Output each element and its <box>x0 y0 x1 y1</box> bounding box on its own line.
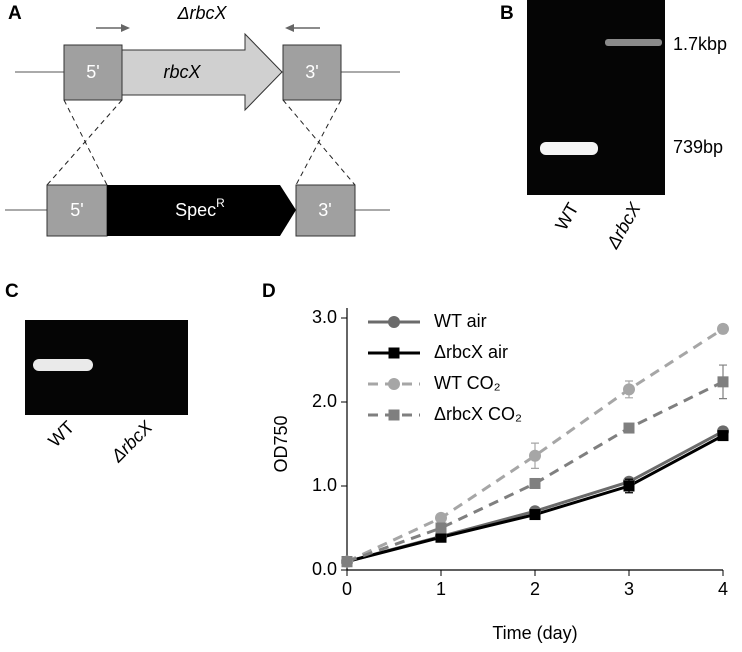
data-point <box>529 449 541 462</box>
legend-marker <box>388 378 400 390</box>
gel-band <box>33 359 93 371</box>
x-tick-label: 1 <box>436 579 446 599</box>
lane-label: WT <box>551 199 582 233</box>
band-size: 739bp <box>673 137 723 157</box>
data-point <box>529 509 541 521</box>
data-point <box>435 511 447 524</box>
data-point <box>623 422 635 434</box>
flank-label: 5' <box>86 62 99 82</box>
panel-letter: A <box>8 3 22 24</box>
data-point <box>623 383 635 396</box>
construct-title: ΔrbcX <box>176 3 227 23</box>
panel-letter: B <box>500 3 514 24</box>
y-tick-label: 3.0 <box>312 307 337 327</box>
lane-label: ΔrbcX <box>602 199 645 253</box>
legend-label: WT air <box>434 311 487 331</box>
data-point <box>717 322 729 335</box>
panel-letter: D <box>262 281 276 302</box>
data-point <box>529 477 541 489</box>
y-tick-label: 1.0 <box>312 475 337 495</box>
y-tick-label: 2.0 <box>312 391 337 411</box>
marker-label: SpecR <box>175 196 225 220</box>
series-line <box>346 327 724 563</box>
x-tick-label: 4 <box>718 579 728 599</box>
flank-label: 5' <box>70 200 83 220</box>
data-point <box>435 522 447 534</box>
flank-box <box>63 44 123 101</box>
marker-arrow <box>107 185 296 236</box>
gel-band <box>540 142 598 155</box>
band-size: 1.7kbp <box>673 34 727 54</box>
data-point <box>717 376 729 388</box>
panel-letter: C <box>5 281 19 302</box>
flank-label: 3' <box>318 200 331 220</box>
legend-marker <box>388 347 400 359</box>
lane-label: ΔrbcX <box>107 416 157 466</box>
gel-band <box>605 39 662 46</box>
gene-arrow <box>121 32 283 112</box>
x-tick-label: 0 <box>342 579 352 599</box>
data-point <box>717 430 729 442</box>
data-point <box>341 556 353 568</box>
x-axis-title: Time (day) <box>492 623 577 643</box>
gel-image <box>527 0 665 195</box>
legend-label: ΔrbcX CO₂ <box>434 404 522 424</box>
y-tick-label: 0.0 <box>312 559 337 579</box>
legend-marker <box>388 409 400 421</box>
data-point <box>623 480 635 492</box>
data-point <box>435 531 447 543</box>
flank-label: 3' <box>305 62 318 82</box>
legend-label: WT CO₂ <box>434 373 501 393</box>
gene-label: rbcX <box>163 62 201 82</box>
legend-label: ΔrbcX air <box>434 342 508 362</box>
flank-box <box>295 184 356 237</box>
crossover-lines <box>46 99 356 186</box>
series-line <box>346 380 724 564</box>
primer-arrows <box>96 24 320 32</box>
legend-marker <box>388 316 400 328</box>
marker-sup: R <box>216 196 225 210</box>
y-axis-title: OD750 <box>271 415 291 472</box>
x-tick-label: 3 <box>624 579 634 599</box>
flank-box <box>46 184 108 237</box>
flank-box <box>282 44 342 101</box>
marker-name: Spec <box>175 200 216 220</box>
lane-label: WT <box>44 417 78 451</box>
x-tick-label: 2 <box>530 579 540 599</box>
